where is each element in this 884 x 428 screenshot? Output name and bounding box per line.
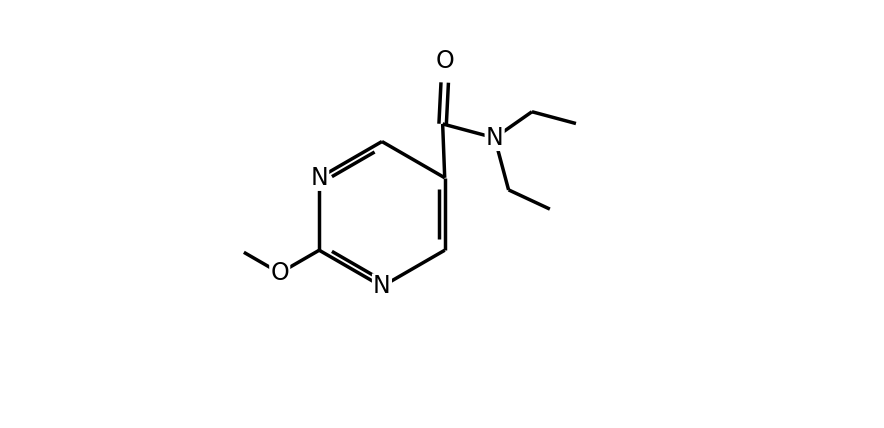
Text: O: O: [271, 261, 289, 285]
Text: N: N: [373, 274, 391, 298]
Text: N: N: [310, 166, 328, 190]
Text: N: N: [486, 126, 504, 150]
Text: O: O: [435, 49, 454, 74]
